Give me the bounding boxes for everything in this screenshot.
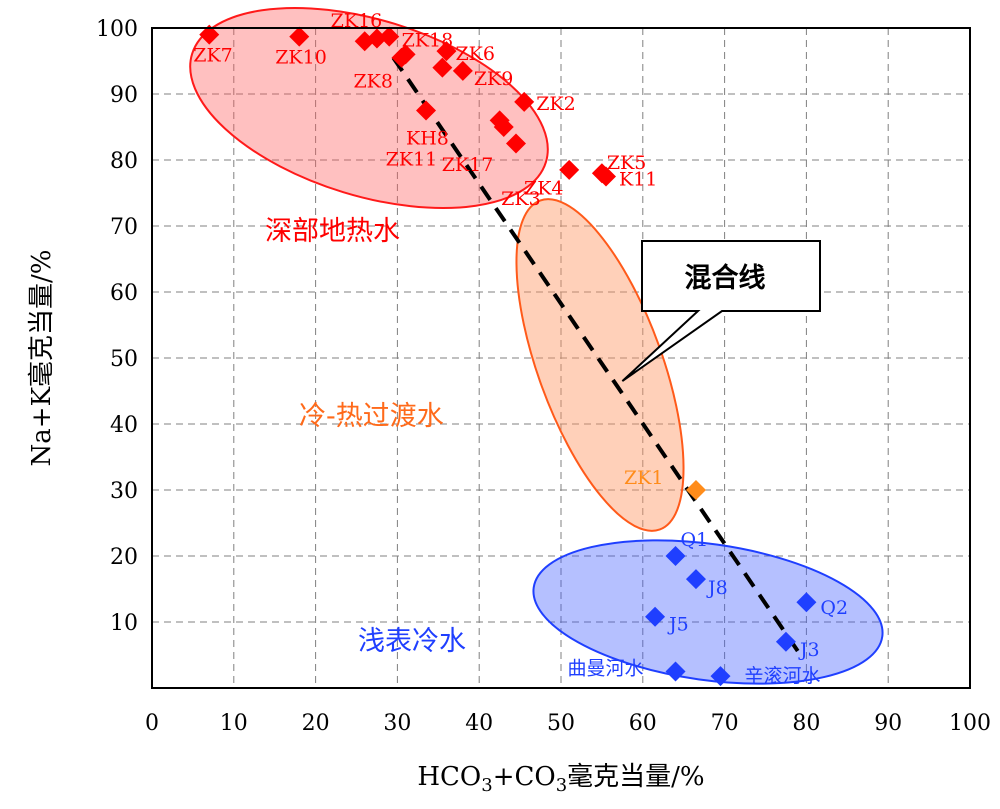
callout-label: 混合线 bbox=[685, 262, 766, 294]
x-axis-title-part: +CO bbox=[493, 762, 556, 792]
data-point bbox=[775, 631, 796, 652]
data-point bbox=[506, 133, 527, 154]
mixing-line bbox=[391, 56, 800, 653]
group-label-transition: 冷-热过渡水 bbox=[299, 401, 444, 432]
data-point bbox=[199, 24, 220, 45]
data-point bbox=[379, 26, 400, 47]
data-point bbox=[710, 666, 731, 687]
y-tick-label: 90 bbox=[110, 83, 138, 108]
data-point bbox=[796, 592, 817, 613]
x-tick-label: 100 bbox=[949, 711, 991, 736]
y-tick-label: 30 bbox=[110, 479, 138, 504]
data-point bbox=[452, 60, 473, 81]
x-tick-label: 10 bbox=[220, 711, 248, 736]
axes: 0 10 20 30 40 50 60 70 80 90 100 10 20 30 40 50 60 70 80 90… bbox=[96, 17, 991, 736]
group-label-shallow-cold: 浅表冷水 bbox=[358, 626, 466, 657]
data-point bbox=[645, 606, 666, 627]
group-label-deep-geothermal: 深部地热水 bbox=[265, 216, 400, 247]
y-tick-label: 20 bbox=[110, 545, 138, 570]
data-point bbox=[432, 57, 453, 78]
data-point bbox=[595, 166, 616, 187]
data-point bbox=[493, 117, 514, 137]
point-label: ZK3 bbox=[501, 188, 540, 210]
data-point bbox=[391, 47, 412, 68]
data-point bbox=[685, 480, 706, 500]
x-axis-title-subscript: 3 bbox=[481, 775, 492, 796]
ellipse-transition bbox=[515, 198, 685, 532]
point-label: ZK5 bbox=[607, 152, 646, 174]
data-points bbox=[199, 24, 817, 687]
point-label: ZK16 bbox=[331, 10, 383, 32]
point-label: ZK9 bbox=[474, 68, 513, 90]
x-axis-title-part: HCO bbox=[417, 762, 481, 792]
point-label: Q2 bbox=[820, 597, 848, 619]
x-tick-label: 30 bbox=[383, 711, 411, 736]
y-tick-label: 60 bbox=[110, 281, 138, 306]
point-label: ZK10 bbox=[275, 47, 327, 69]
data-point bbox=[436, 41, 457, 62]
data-point bbox=[665, 546, 686, 566]
data-point bbox=[416, 100, 437, 121]
x-axis-title: HCO3+CO3毫克当量/% bbox=[417, 762, 704, 796]
x-tick-label: 50 bbox=[547, 711, 575, 736]
point-label: KH8 bbox=[406, 128, 449, 150]
data-point bbox=[559, 159, 580, 180]
mixing-line-layer bbox=[391, 56, 800, 653]
point-label: J8 bbox=[706, 577, 728, 599]
point-label: ZK18 bbox=[402, 29, 454, 51]
point-label: ZK1 bbox=[624, 467, 663, 489]
point-label: ZK11 bbox=[386, 148, 438, 170]
x-tick-label: 70 bbox=[711, 711, 739, 736]
y-tick-label: 10 bbox=[110, 611, 138, 636]
y-tick-label: 50 bbox=[110, 347, 138, 372]
data-point bbox=[514, 91, 535, 112]
point-label: ZK8 bbox=[353, 71, 392, 93]
y-axis-title: Na+K毫克当量/% bbox=[27, 250, 57, 467]
point-label: ZK17 bbox=[442, 154, 494, 176]
point-label: J5 bbox=[667, 614, 689, 636]
x-tick-label: 80 bbox=[792, 711, 820, 736]
grid bbox=[152, 28, 970, 688]
callout-box bbox=[621, 240, 821, 382]
mixing-line-callout: 混合线 bbox=[621, 240, 821, 382]
point-label: K11 bbox=[619, 169, 657, 191]
x-tick-label: 20 bbox=[302, 711, 330, 736]
point-label: 曲曼河水 bbox=[568, 658, 644, 680]
y-tick-label: 80 bbox=[110, 149, 138, 174]
point-label: ZK4 bbox=[524, 178, 563, 200]
y-tick-label: 70 bbox=[110, 215, 138, 240]
x-axis-title-subscript: 3 bbox=[556, 775, 567, 796]
data-point bbox=[289, 26, 310, 47]
y-tick-label: 100 bbox=[96, 17, 138, 42]
ellipse-deep-geothermal bbox=[189, 6, 549, 210]
data-point bbox=[366, 28, 387, 49]
x-tick-label: 0 bbox=[145, 711, 159, 736]
data-point bbox=[665, 661, 686, 682]
x-tick-label: 90 bbox=[874, 711, 902, 736]
point-label: ZK7 bbox=[193, 45, 232, 67]
point-label: ZK2 bbox=[536, 93, 575, 115]
plot-frame bbox=[151, 27, 971, 689]
x-axis-title-part: 毫克当量/% bbox=[567, 762, 704, 792]
point-label: J3 bbox=[798, 639, 820, 661]
point-label: Q1 bbox=[681, 529, 709, 551]
x-tick-label: 40 bbox=[465, 711, 493, 736]
point-label: 辛滚河水 bbox=[745, 665, 821, 687]
y-tick-label: 40 bbox=[110, 413, 138, 438]
point-label: ZK6 bbox=[455, 43, 494, 65]
x-tick-label: 60 bbox=[629, 711, 657, 736]
data-point bbox=[685, 569, 706, 590]
